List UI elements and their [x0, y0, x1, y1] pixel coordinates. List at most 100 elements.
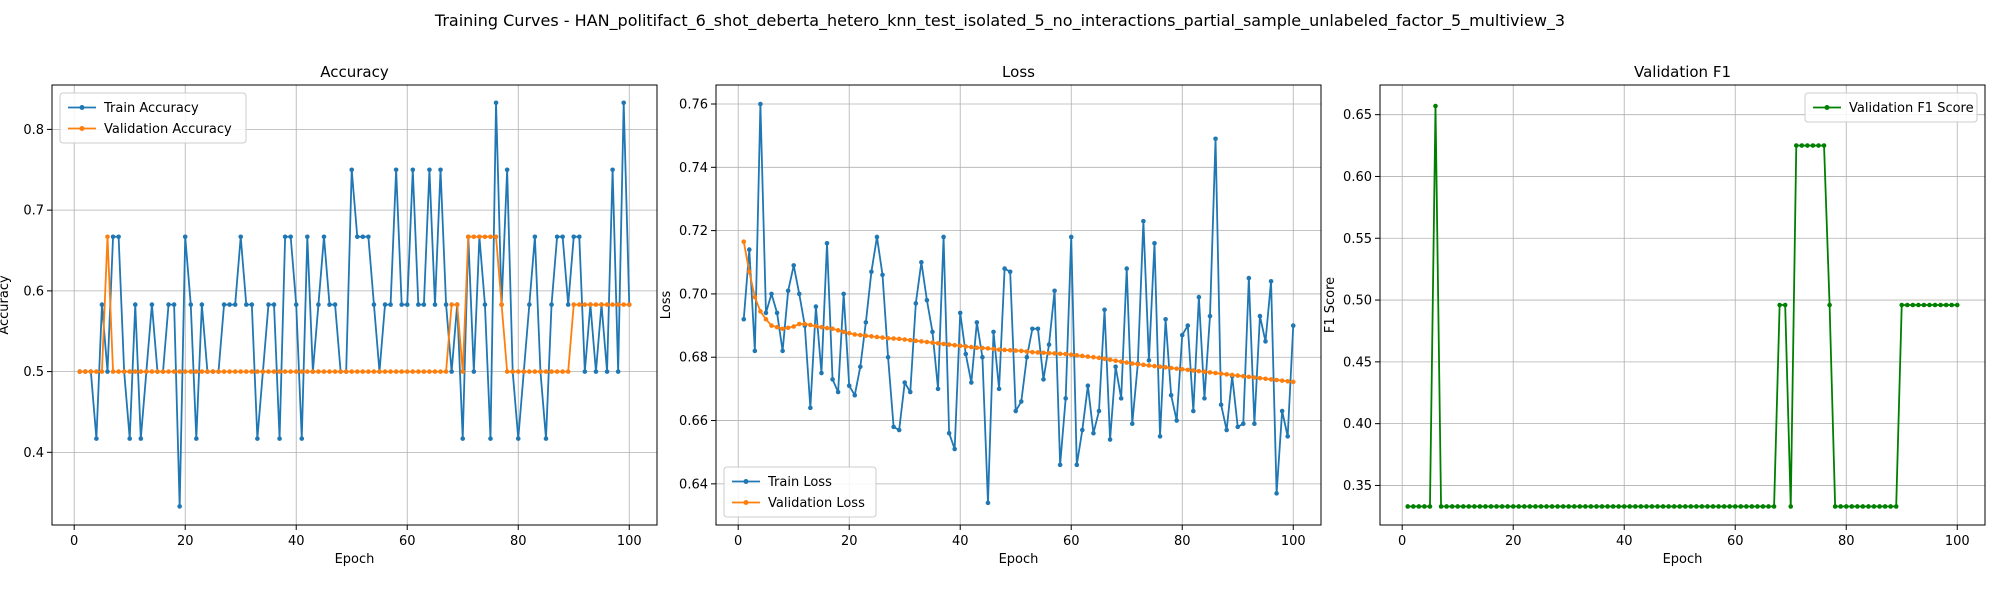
data-point: [1035, 350, 1041, 355]
data-point: [194, 369, 199, 374]
data-point: [1655, 504, 1660, 509]
data-point: [747, 269, 752, 275]
data-point: [354, 234, 360, 240]
data-point: [393, 167, 399, 173]
data-point: [1571, 504, 1577, 509]
data-point: [460, 369, 466, 374]
data-point: [199, 369, 205, 374]
data-point: [1129, 361, 1135, 366]
data-point: [902, 337, 908, 342]
data-point: [763, 316, 769, 322]
data-point: [813, 323, 819, 329]
data-point: [835, 389, 841, 395]
data-point: [1855, 504, 1860, 509]
data-point: [1422, 504, 1427, 509]
data-point: [171, 369, 177, 374]
x-tick-label: 80: [1174, 534, 1191, 549]
data-point: [896, 336, 902, 342]
data-point: [747, 247, 752, 252]
data-point: [985, 500, 991, 506]
data-point: [841, 329, 846, 335]
data-point: [1257, 375, 1263, 381]
data-point: [1035, 326, 1041, 332]
data-point: [477, 234, 482, 240]
data-point: [316, 302, 321, 307]
data-point: [182, 369, 188, 374]
data-point: [249, 369, 255, 374]
x-tick-label: 40: [288, 534, 305, 549]
data-point: [1007, 347, 1013, 353]
data-point: [421, 302, 427, 307]
chart-panel-2: 0 20 40 60 80 100 0.64 0.66 0.68 0.70 0.72 0.74 0.76…: [659, 63, 1322, 567]
legend-label: Train Accuracy: [103, 101, 199, 116]
y-tick-label: 0.50: [1343, 294, 1372, 309]
data-point: [1716, 504, 1721, 509]
data-point: [1488, 504, 1494, 509]
data-point: [438, 369, 443, 374]
data-point: [752, 348, 758, 354]
data-point: [288, 234, 293, 240]
data-point: [1229, 372, 1235, 378]
data-point: [1007, 269, 1013, 275]
data-point: [1788, 504, 1794, 509]
chart-title: Loss: [1002, 63, 1035, 81]
data-point: [1002, 266, 1007, 271]
data-point: [410, 369, 416, 374]
data-point: [1218, 371, 1224, 376]
data-point: [282, 369, 288, 374]
data-point: [1224, 427, 1229, 433]
data-point: [360, 369, 366, 374]
data-point: [1805, 143, 1810, 148]
legend-box: [1804, 92, 1978, 123]
data-point: [802, 321, 808, 327]
data-point: [1921, 302, 1927, 308]
data-point: [1135, 361, 1141, 367]
data-point: [1046, 342, 1052, 347]
data-point: [1583, 504, 1588, 509]
data-point: [952, 446, 957, 452]
data-point: [510, 369, 515, 374]
data-point: [1213, 370, 1218, 376]
data-point: [1499, 504, 1505, 509]
data-point: [305, 234, 310, 240]
data-point: [576, 302, 582, 307]
data-point: [438, 167, 443, 173]
data-point: [1449, 504, 1455, 509]
data-point: [1091, 354, 1096, 360]
data-point: [1472, 504, 1477, 509]
data-point: [499, 302, 504, 307]
data-point: [1577, 504, 1583, 509]
data-point: [1832, 504, 1838, 509]
data-point: [1466, 504, 1472, 509]
data-point: [1224, 372, 1229, 377]
data-point: [560, 234, 565, 240]
data-point: [321, 369, 327, 374]
data-point: [1916, 302, 1921, 308]
data-point: [1938, 302, 1943, 308]
data-point: [1152, 363, 1157, 369]
chart-title: Accuracy: [320, 63, 389, 81]
data-point: [255, 436, 260, 441]
data-point: [604, 369, 610, 374]
data-point: [1290, 379, 1296, 385]
data-point: [1157, 434, 1163, 439]
data-point: [1544, 504, 1549, 509]
data-point: [858, 332, 863, 338]
data-point: [188, 302, 194, 307]
y-tick-label: 0.65: [1343, 108, 1372, 123]
data-point: [896, 427, 902, 433]
data-point: [880, 272, 885, 278]
data-point: [913, 301, 919, 306]
data-point: [149, 369, 155, 374]
legend: Train Accuracy Validation Accuracy: [59, 92, 247, 144]
data-point: [416, 302, 421, 307]
data-point: [907, 389, 913, 395]
data-point: [791, 263, 797, 268]
data-point: [1152, 240, 1157, 246]
data-point: [493, 100, 499, 106]
y-tick-label: 0.76: [679, 97, 708, 112]
data-point: [1732, 504, 1738, 509]
data-point: [576, 234, 582, 240]
data-point: [763, 310, 769, 316]
data-point: [991, 329, 996, 335]
